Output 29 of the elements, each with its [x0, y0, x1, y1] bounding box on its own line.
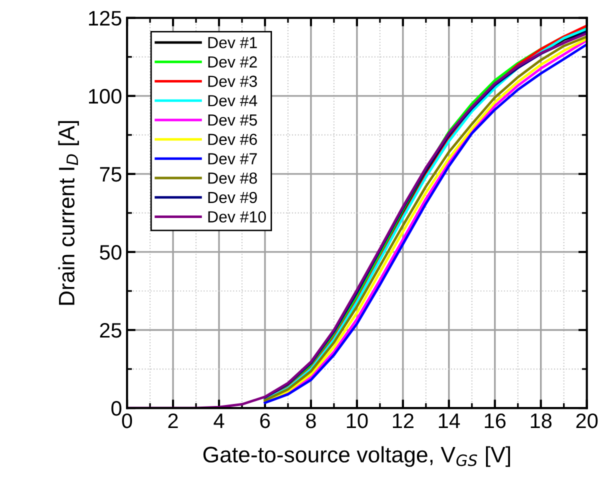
legend-label: Dev #6	[208, 134, 257, 146]
x-tick-label: 12	[392, 413, 414, 428]
legend-label: Dev #10	[208, 211, 266, 223]
y-tick-label: 100	[89, 88, 122, 104]
legend-label: Dev #1	[208, 37, 257, 48]
x-axis-title: Gate-to-source voltage, V$_{GS}$ [V]	[203, 446, 510, 467]
x-tick-label: 2	[168, 413, 178, 428]
x-tick-label: 14	[438, 414, 460, 428]
x-tick-label: 16	[484, 413, 506, 428]
legend-label: Dev #4	[208, 95, 258, 106]
legend-label: Dev #5	[208, 114, 257, 126]
legend-label: Dev #2	[208, 56, 257, 68]
y-axis-title: Drain current I$_{D}$ [A]	[58, 121, 79, 305]
legend-label: Dev #9	[208, 192, 257, 204]
legend-label: Dev #7	[208, 153, 257, 164]
y-tick-label: 75	[100, 167, 122, 182]
y-tick-label: 25	[100, 323, 122, 338]
legend-label: Dev #8	[208, 172, 257, 184]
legend-label: Dev #3	[208, 76, 257, 87]
x-tick-label: 6	[260, 413, 270, 428]
y-tick-label: 50	[100, 244, 122, 260]
x-tick-label: 0	[122, 413, 132, 428]
y-tick-label: 125	[89, 10, 122, 26]
x-tick-label: 20	[576, 413, 598, 428]
x-tick-label: 4	[214, 414, 224, 428]
x-tick-label: 10	[346, 413, 368, 428]
x-tick-label: 18	[530, 413, 552, 428]
y-tick-label: 0	[111, 401, 122, 416]
x-tick-label: 8	[306, 413, 316, 428]
